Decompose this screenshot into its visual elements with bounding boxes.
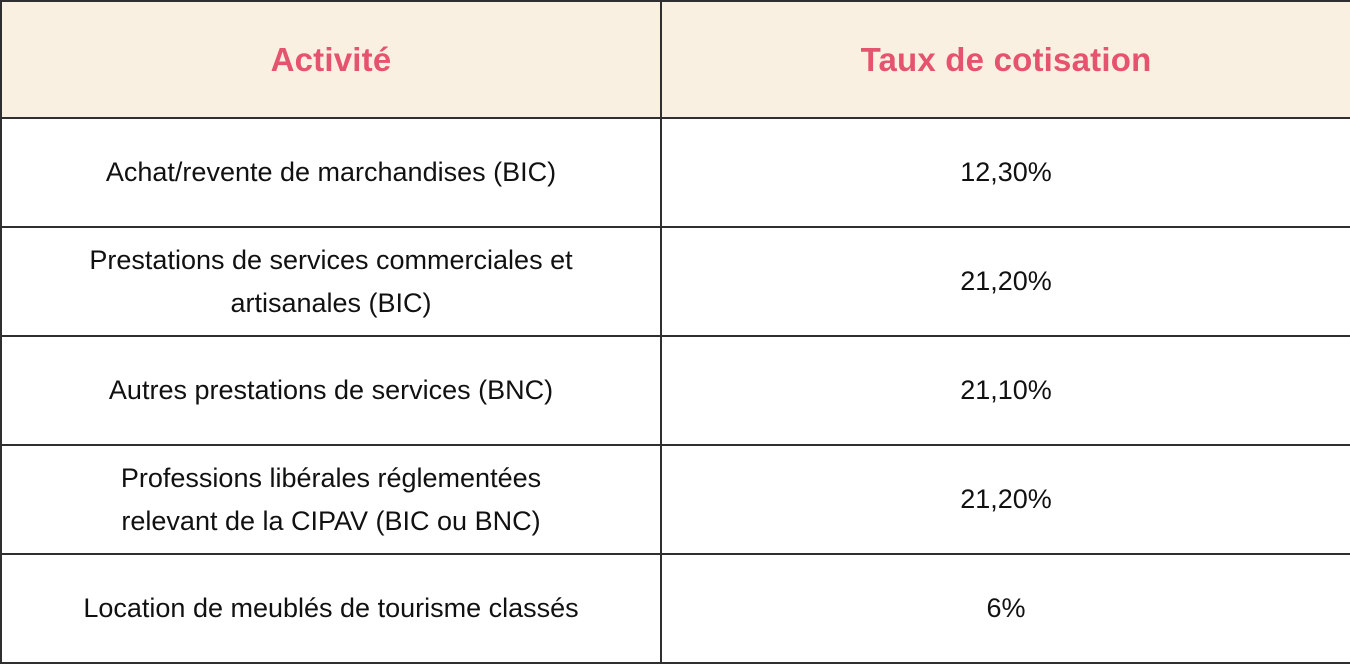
activite-cell: Achat/revente de marchandises (BIC) xyxy=(0,117,662,228)
table-row: Prestations de services commerciales et … xyxy=(0,226,1350,337)
table-row: Location de meublés de tourisme classés … xyxy=(0,553,1350,664)
table-row: Professions libérales réglementées relev… xyxy=(0,444,1350,555)
activite-cell: Prestations de services commerciales et … xyxy=(0,226,662,337)
table-row: Autres prestations de services (BNC) 21,… xyxy=(0,335,1350,446)
table-row: Achat/revente de marchandises (BIC) 12,3… xyxy=(0,117,1350,228)
column-header-activite: Activité xyxy=(0,0,662,119)
activite-cell: Professions libérales réglementées relev… xyxy=(0,444,662,555)
column-header-taux-de-cotisation: Taux de cotisation xyxy=(660,0,1350,119)
taux-cell: 21,20% xyxy=(660,226,1350,337)
taux-cell: 21,20% xyxy=(660,444,1350,555)
taux-cell: 12,30% xyxy=(660,117,1350,228)
activite-cell: Location de meublés de tourisme classés xyxy=(0,553,662,664)
header-row: Activité Taux de cotisation xyxy=(0,0,1350,119)
taux-cell: 21,10% xyxy=(660,335,1350,446)
taux-cell: 6% xyxy=(660,553,1350,664)
activite-cell: Autres prestations de services (BNC) xyxy=(0,335,662,446)
